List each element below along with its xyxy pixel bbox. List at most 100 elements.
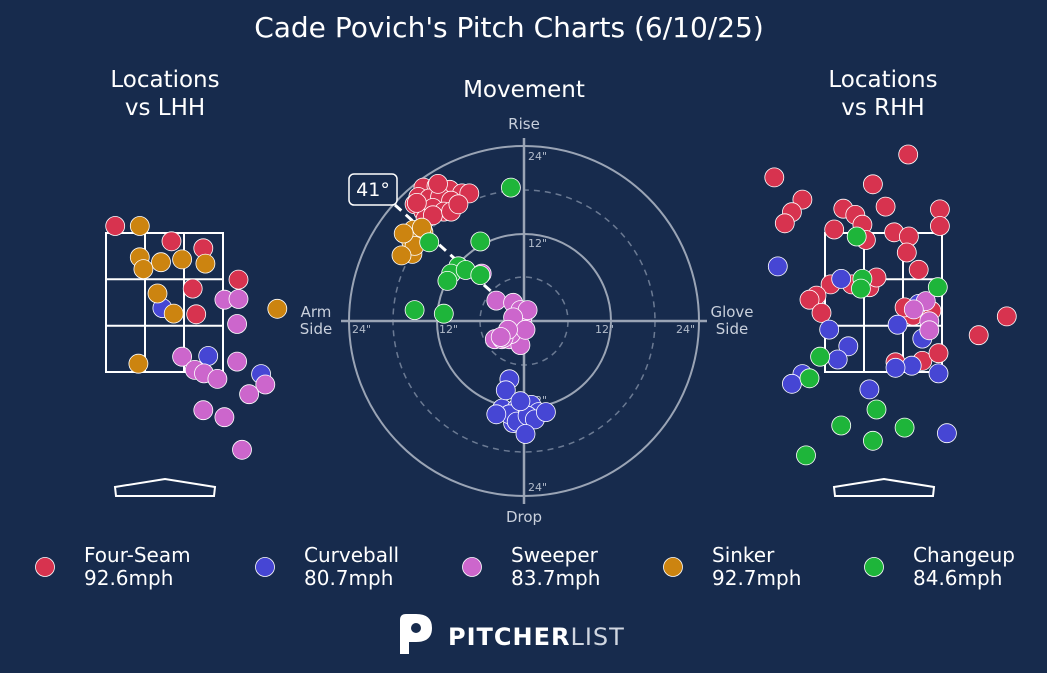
lhh-point-sinker-4 (195, 253, 216, 274)
rhh-point-changeup-9 (863, 430, 883, 451)
lhh-point-sinker-9 (128, 353, 149, 374)
movement-point-sweeper-12 (515, 319, 536, 340)
logo-wordmark: PITCHERLIST (448, 623, 625, 651)
axis-label-rise: Rise (508, 115, 540, 133)
lhh-point-sweeper-10 (193, 400, 214, 421)
lhh-point-four-seam-0 (105, 216, 126, 236)
lhh-location-points (105, 216, 288, 460)
movement-point-changeup-2 (470, 231, 491, 252)
axis-label-glove-side-2: Side (716, 320, 748, 338)
rhh-point-four-seam-0 (898, 144, 919, 165)
lhh-point-sweeper-7 (227, 351, 248, 372)
movement-point-curveball-12 (515, 424, 536, 444)
lhh-title-line-2: vs LHH (125, 95, 205, 121)
legend: Four-Seam92.6mphCurveball80.7mphSweeper8… (35, 543, 1015, 590)
movement-point-changeup-9 (433, 303, 454, 324)
rhh-point-curveball-7 (827, 349, 848, 370)
rhh-point-changeup-0 (846, 226, 867, 247)
rhh-point-four-seam-15 (896, 242, 917, 263)
logo-word-light: LIST (570, 623, 624, 651)
legend-name-changeup: Changeup (913, 543, 1015, 567)
legend-name-sinker: Sinker (712, 543, 775, 567)
pitcherlist-logo: PITCHERLIST (400, 614, 625, 654)
movement-point-curveball-15 (510, 391, 531, 412)
rhh-point-changeup-4 (810, 346, 830, 367)
legend-name-four-seam: Four-Seam (84, 543, 191, 567)
rhh-point-four-seam-17 (908, 259, 929, 280)
rhh-point-four-seam-4 (875, 196, 896, 217)
arm-angle-badge (348, 173, 398, 206)
tick-label-top-24: 24" (528, 150, 547, 163)
tick-label-top-12: 12" (528, 237, 547, 250)
lhh-point-sweeper-3 (172, 346, 193, 367)
rhh-point-curveball-0 (767, 256, 788, 277)
movement-point-curveball-11 (536, 402, 556, 423)
lhh-point-sweeper-12 (232, 439, 252, 460)
lhh-point-sweeper-11 (214, 407, 235, 428)
rhh-point-curveball-6 (838, 336, 859, 357)
rhh-point-four-seam-24 (799, 289, 820, 310)
movement-point-curveball-13 (495, 380, 516, 401)
legend-speed-curveball: 80.7mph (304, 566, 393, 590)
movement-point-changeup-1 (419, 232, 440, 253)
lhh-point-sinker-8 (267, 298, 288, 319)
arm-angle-label: 41° (356, 179, 390, 201)
rhh-point-curveball-10 (928, 363, 949, 384)
legend-marker-curveball (255, 557, 275, 577)
rhh-point-four-seam-8 (930, 199, 950, 220)
legend-marker-sweeper (462, 557, 482, 577)
tick-label-left-12: 12" (439, 323, 458, 336)
tick-label-bottom-24: 24" (528, 481, 547, 494)
lhh-point-curveball-1 (198, 346, 219, 366)
legend-speed-sinker: 92.7mph (712, 566, 801, 590)
rhh-title-line-2: vs RHH (841, 95, 924, 121)
rhh-point-changeup-6 (866, 399, 887, 420)
movement-points (391, 173, 556, 444)
rhh-point-curveball-9 (885, 357, 906, 378)
lhh-point-sweeper-2 (227, 314, 248, 334)
lhh-point-four-seam-1 (161, 231, 182, 252)
legend-speed-changeup: 84.6mph (913, 566, 1002, 590)
axis-label-drop: Drop (506, 508, 542, 526)
rhh-point-sweeper-3 (919, 320, 940, 341)
lhh-point-sinker-3 (172, 249, 193, 270)
movement-point-curveball-14 (486, 404, 507, 425)
logo-p-hole (411, 623, 421, 633)
rhh-point-four-seam-16 (930, 216, 950, 236)
tick-label-right-12: 12" (595, 323, 614, 336)
rhh-point-sweeper-2 (903, 299, 924, 320)
lhh-point-sinker-6 (147, 283, 168, 304)
rhh-location-points (764, 144, 1017, 466)
logo-p-mark (400, 614, 432, 654)
rhh-point-four-seam-29 (996, 306, 1017, 327)
movement-point-sinker-8 (391, 245, 412, 266)
lhh-home-plate (113, 477, 217, 497)
lhh-title-line-1: Locations (110, 67, 219, 93)
rhh-point-four-seam-1 (764, 167, 785, 188)
rhh-point-curveball-4 (819, 319, 840, 340)
lhh-point-sweeper-8 (255, 374, 276, 395)
rhh-point-curveball-12 (782, 373, 802, 394)
movement-point-changeup-6 (470, 265, 491, 286)
rhh-point-four-seam-28 (968, 325, 989, 346)
movement-point-changeup-7 (437, 270, 458, 291)
axis-label-arm-side-1: Arm (301, 303, 332, 321)
rhh-point-curveball-14 (937, 423, 957, 444)
rhh-point-curveball-13 (859, 379, 880, 400)
movement-point-changeup-8 (404, 300, 425, 321)
legend-marker-four-seam (35, 557, 55, 577)
lhh-point-sinker-5 (133, 259, 154, 280)
movement-point-four-seam-17 (406, 192, 427, 213)
lhh-point-sinker-2 (151, 252, 171, 273)
axis-label-arm-side-2: Side (300, 320, 332, 338)
legend-marker-sinker (663, 557, 683, 577)
rhh-point-curveball-2 (887, 314, 908, 335)
rhh-title-line-1: Locations (828, 67, 937, 93)
rhh-point-changeup-7 (831, 415, 852, 436)
logo-word-bold: PITCHER (448, 623, 570, 651)
movement-title: Movement (463, 77, 585, 103)
movement-point-sinker-7 (393, 223, 414, 244)
legend-name-curveball: Curveball (304, 543, 399, 567)
movement-point-sweeper-1 (486, 290, 507, 311)
